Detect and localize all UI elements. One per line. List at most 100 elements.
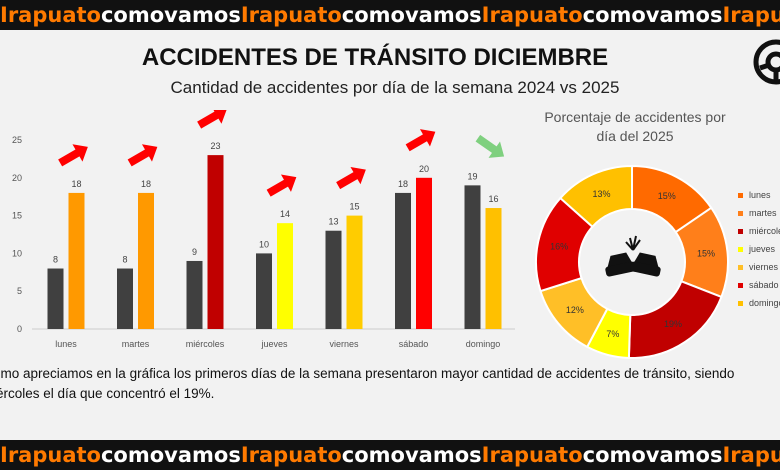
data-label-2025: 14	[280, 209, 290, 219]
data-label-2024: 10	[259, 239, 269, 249]
x-tick-label: sábado	[399, 339, 429, 349]
arrow-shape	[475, 134, 505, 158]
banner-repeat: Irapuatocomovamos	[482, 440, 723, 470]
legend-item: sábado	[738, 276, 780, 294]
trend-up-arrow-icon	[197, 110, 227, 129]
x-tick-label: viernes	[329, 339, 359, 349]
trend-up-arrow-icon	[405, 129, 436, 152]
slice-label: 15%	[658, 191, 676, 201]
banner-word-irapuato: Irapuato	[0, 3, 101, 27]
slice-domingo	[558, 164, 633, 229]
top-banner: IrapuatocomovamosIrapuatocomovamosIrapua…	[0, 0, 780, 30]
banner-word-irapuato: Irapuato	[722, 443, 780, 467]
trend-up-arrow-icon	[266, 174, 297, 197]
banner-repeat: Irapuatocomovamos	[722, 440, 780, 470]
trend-up-arrow-icon	[336, 166, 366, 190]
slice-label: 13%	[593, 189, 611, 199]
data-label-2025: 18	[141, 179, 151, 189]
bar-2024-sábado	[395, 192, 411, 329]
data-label-2024: 8	[122, 255, 127, 265]
slice-label: 12%	[566, 305, 584, 315]
banner-word-irapuato: Irapuato	[240, 3, 342, 27]
arrow-shape	[336, 166, 366, 190]
arrow-shape	[197, 110, 227, 129]
banner-repeat: Irapuatocomovamos	[241, 440, 482, 470]
banner-repeat: Irapuatocomovamos	[0, 0, 241, 30]
data-label-2024: 19	[467, 171, 477, 181]
bar-2024-lunes	[47, 268, 64, 329]
bar-2025-jueves	[277, 223, 293, 329]
footnote-line-2: iércoles el día que concentró el 19%.	[0, 386, 215, 401]
legend-label: sábado	[749, 280, 779, 290]
legend-item: domingo	[738, 294, 780, 312]
slice-label: 19%	[664, 319, 682, 329]
data-label-2025: 20	[419, 164, 429, 174]
trend-down-arrow-icon	[475, 134, 505, 158]
banner-repeat: Irapuatocomovamos	[482, 0, 723, 30]
y-tick-label: 20	[12, 173, 22, 183]
bottom-banner: IrapuatocomovamosIrapuatocomovamosIrapua…	[0, 440, 780, 470]
legend-label: domingo	[749, 298, 780, 308]
data-label-2025: 23	[210, 141, 220, 151]
slice-label: 15%	[697, 249, 715, 259]
bar-2025-sábado	[416, 177, 432, 329]
banner-word-comovamos: comovamos	[100, 443, 241, 467]
arrow-shape	[266, 174, 297, 197]
bar-2025-martes	[138, 192, 154, 329]
y-tick-label: 15	[12, 211, 22, 221]
legend-item: viernes	[738, 258, 780, 276]
banner-repeat: Irapuatocomovamos	[722, 0, 780, 30]
y-tick-label: 10	[12, 248, 22, 258]
arrow-shape	[58, 144, 88, 167]
footnote: omo apreciamos en la gráfica los primero…	[0, 364, 780, 404]
x-tick-label: domingo	[466, 339, 501, 349]
doughnut-chart: 15% 15% 19% 7% 12% 16% 13%	[535, 164, 729, 359]
legend-swatch	[738, 228, 743, 234]
banner-word-comovamos: comovamos	[341, 443, 482, 467]
banner-repeat: Irapuatocomovamos	[0, 440, 241, 470]
legend-label: jueves	[749, 244, 776, 254]
pie-chart-title: Porcentaje de accidentes por día del 202…	[544, 109, 726, 144]
x-tick-label: lunes	[55, 339, 77, 349]
footnote-line-1: omo apreciamos en la gráfica los primero…	[0, 366, 735, 381]
data-label-2024: 13	[328, 217, 338, 227]
data-label-2024: 8	[53, 255, 58, 265]
x-tick-label: jueves	[260, 339, 288, 349]
legend-label: viernes	[749, 262, 779, 272]
pie-legend: lunes martes miércoles jueves viernes sábado d…	[738, 186, 780, 312]
car-crash-icon	[605, 235, 661, 277]
trend-up-arrow-icon	[58, 144, 88, 167]
legend-swatch	[738, 192, 743, 198]
bar-2025-domingo	[485, 208, 502, 329]
steering-wheel-icon	[753, 39, 780, 85]
x-tick-label: martes	[122, 339, 150, 349]
legend-label: miércoles	[749, 226, 780, 236]
banner-word-comovamos: comovamos	[341, 3, 482, 27]
legend-label: lunes	[749, 190, 771, 200]
page-title: ACCIDENTES DE TRÁNSITO DICIEMBRE	[141, 44, 609, 71]
bar-2024-miércoles	[186, 260, 203, 329]
trend-up-arrow-icon	[127, 144, 158, 167]
legend-swatch	[738, 300, 743, 306]
data-label-2024: 9	[192, 247, 197, 257]
legend-item: miércoles	[738, 222, 780, 240]
legend-swatch	[738, 282, 743, 288]
banner-word-irapuato: Irapuato	[240, 443, 342, 467]
legend-item: lunes	[738, 186, 780, 204]
slice-label: 16%	[550, 241, 568, 251]
banner-word-irapuato: Irapuato	[481, 3, 583, 27]
legend-swatch	[738, 246, 743, 252]
bar-2024-domingo	[464, 185, 481, 329]
bar-2024-viernes	[325, 230, 342, 329]
slice-label: 7%	[606, 329, 619, 339]
y-tick-label: 0	[17, 324, 22, 334]
bar-2025-lunes	[68, 192, 85, 329]
chart-subtitle: Cantidad de accidentes por día de la sem…	[170, 78, 620, 97]
bar-2025-viernes	[346, 215, 363, 329]
legend-item: jueves	[738, 240, 780, 258]
data-label-2025: 15	[349, 202, 359, 212]
banner-word-irapuato: Irapuato	[0, 443, 101, 467]
banner-repeat: Irapuatocomovamos	[241, 0, 482, 30]
legend-swatch	[738, 264, 743, 270]
data-label-2024: 18	[398, 179, 408, 189]
